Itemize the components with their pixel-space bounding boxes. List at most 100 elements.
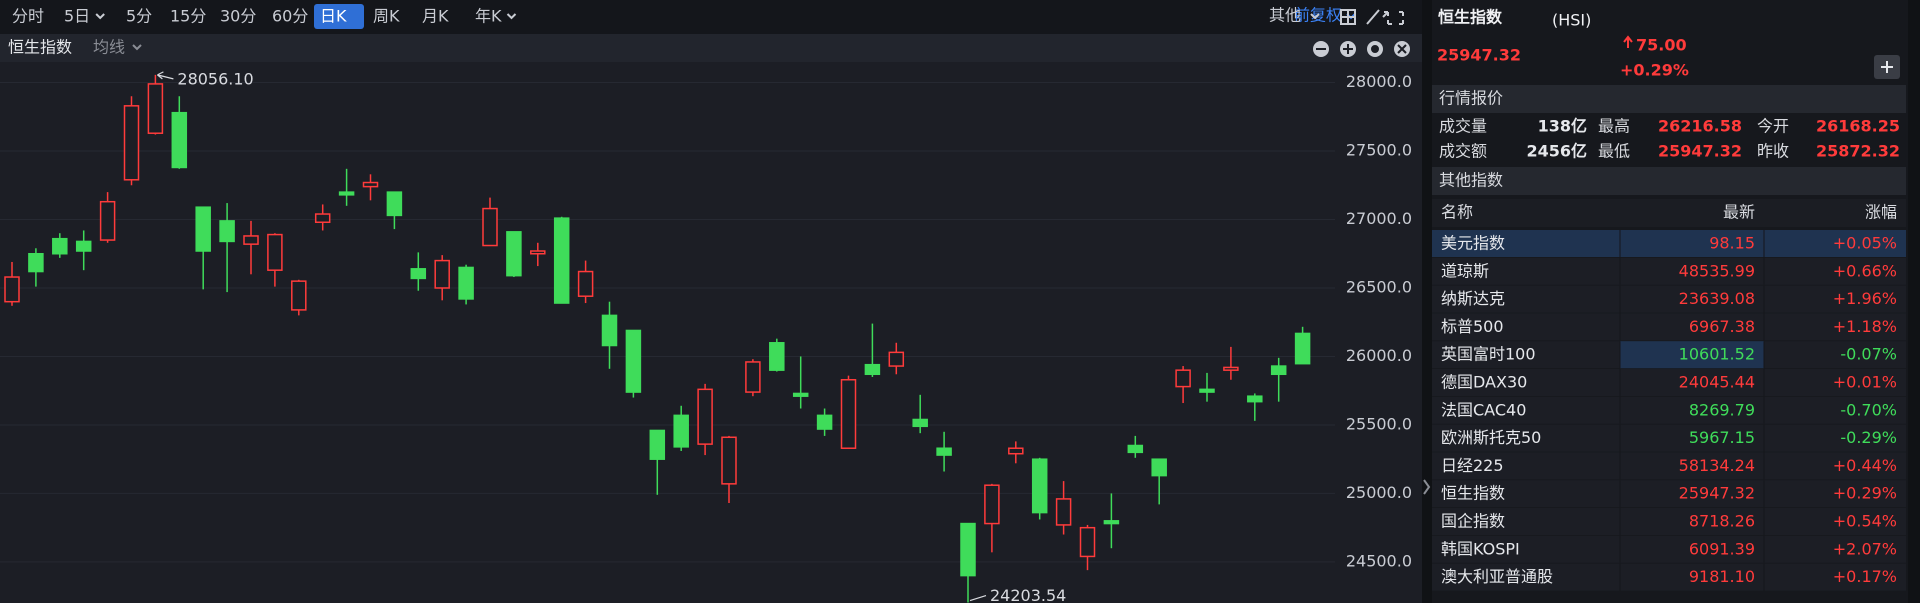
y-tick-label: 26500.0 [1346, 277, 1412, 296]
table-row-bg[interactable] [1432, 452, 1906, 480]
candle-body [1031, 458, 1048, 514]
candle-body [792, 392, 809, 397]
candle-body [721, 436, 737, 485]
index-last: 23639.08 [1679, 289, 1755, 308]
index-last: 6967.38 [1689, 317, 1755, 336]
section-bar [1432, 85, 1906, 113]
table-row-bg[interactable] [1432, 230, 1906, 257]
index-change: -0.29% [1840, 428, 1897, 447]
max-pointer [157, 71, 174, 80]
candle-body [52, 237, 68, 255]
section-title: 行情报价 [1439, 89, 1503, 108]
table-row-bg[interactable] [1432, 480, 1906, 508]
index-name: 道琼斯 [1441, 261, 1489, 280]
stat-label: 成交量 [1439, 117, 1487, 136]
candle-body [1175, 369, 1191, 388]
candle-body [601, 314, 618, 347]
candle-body [4, 276, 20, 303]
candle-body [219, 220, 235, 243]
index-change: +0.29% [1833, 484, 1897, 503]
chevron [132, 44, 142, 51]
table-row-bg[interactable] [1432, 313, 1906, 341]
index-change: +2.07% [1833, 539, 1897, 558]
index-change: -0.07% [1840, 345, 1897, 364]
candle-body [816, 414, 833, 430]
table-row-bg[interactable] [1432, 257, 1906, 285]
index-change: -0.70% [1840, 400, 1897, 419]
index-change: +1.96% [1833, 289, 1897, 308]
index-last: 48535.99 [1679, 261, 1755, 280]
candle-body [1247, 395, 1263, 403]
table-row-bg[interactable] [1432, 369, 1906, 396]
candle-body [506, 231, 522, 277]
chevron [1310, 13, 1320, 20]
candle-body [243, 235, 259, 245]
candle-body [1199, 388, 1215, 393]
stat-value: 25947.32 [1658, 142, 1742, 161]
index-name: 标普500 [1441, 317, 1504, 336]
control-glyphs [1316, 44, 1407, 54]
candle-body [1151, 458, 1167, 477]
candle-body [864, 363, 881, 376]
candle-body [195, 206, 211, 252]
candle-body [386, 191, 403, 217]
table-row-bg[interactable] [1432, 285, 1906, 313]
index-last: 24045.44 [1679, 373, 1755, 392]
candle-body [482, 207, 498, 247]
chart-header-bar [0, 34, 1422, 62]
table-row-bg[interactable] [1432, 396, 1906, 424]
candle-body [1008, 447, 1024, 455]
index-last: 8718.26 [1689, 512, 1755, 531]
y-tick-label: 28000.0 [1346, 72, 1412, 91]
candle-body [28, 252, 44, 273]
stat-value: 26168.25 [1816, 117, 1900, 136]
ma-menu[interactable]: 均线 [93, 38, 125, 57]
active-period-bg [314, 4, 364, 29]
table-row-bg[interactable] [1432, 535, 1906, 563]
index-name: 德国DAX30 [1441, 373, 1527, 392]
stat-label: 最高 [1598, 117, 1630, 136]
collapse-arrow[interactable] [1423, 479, 1431, 495]
quote-price: 25947.32 [1437, 46, 1521, 65]
index-name: 纳斯达克 [1441, 289, 1505, 308]
index-last: 10601.52 [1679, 345, 1755, 364]
period-tab[interactable]: 周K [373, 7, 400, 26]
candle-body [553, 217, 570, 304]
table-row-bg[interactable] [1432, 563, 1906, 591]
min-label: 24203.54 [990, 586, 1066, 603]
index-change: +0.54% [1833, 512, 1897, 531]
index-name: 澳大利亚普通股 [1441, 567, 1553, 586]
index-last: 58134.24 [1679, 456, 1755, 475]
period-tab[interactable]: 日K [320, 7, 347, 26]
period-tab[interactable]: 5日 [64, 7, 90, 26]
index-last: 5967.15 [1689, 428, 1755, 447]
period-tab[interactable]: 60分 [272, 7, 308, 26]
period-tab[interactable]: 月K [422, 7, 449, 26]
other-menu[interactable]: 其他 [1269, 6, 1301, 25]
table-row-bg[interactable] [1432, 424, 1906, 452]
candle-body [362, 181, 379, 188]
section-title: 其他指数 [1439, 171, 1503, 190]
period-tab[interactable]: 分时 [12, 7, 44, 26]
min-pointer [969, 594, 987, 602]
tool-icons[interactable] [1340, 9, 1404, 25]
index-name: 美元指数 [1441, 234, 1505, 253]
period-tab[interactable]: 5分 [126, 7, 152, 26]
table-row-bg[interactable] [1432, 508, 1906, 535]
plus [1881, 61, 1893, 73]
table-header: 涨幅 [1865, 203, 1897, 222]
candle-body [1270, 365, 1287, 376]
candle-body [458, 266, 474, 300]
period-tab[interactable]: 30分 [220, 7, 256, 26]
stat-value: 26216.58 [1658, 117, 1742, 136]
candle-body [1079, 526, 1096, 558]
index-change: +0.17% [1833, 567, 1897, 586]
chart-name: 恒生指数 [8, 38, 72, 57]
period-tab[interactable]: 年K [475, 7, 502, 26]
y-tick-label: 25000.0 [1346, 483, 1412, 502]
flash-cell [1620, 341, 1764, 369]
index-name: 英国富时100 [1441, 345, 1536, 364]
period-tab[interactable]: 15分 [170, 7, 206, 26]
candle-body [1103, 520, 1120, 525]
candle-body [291, 280, 307, 311]
